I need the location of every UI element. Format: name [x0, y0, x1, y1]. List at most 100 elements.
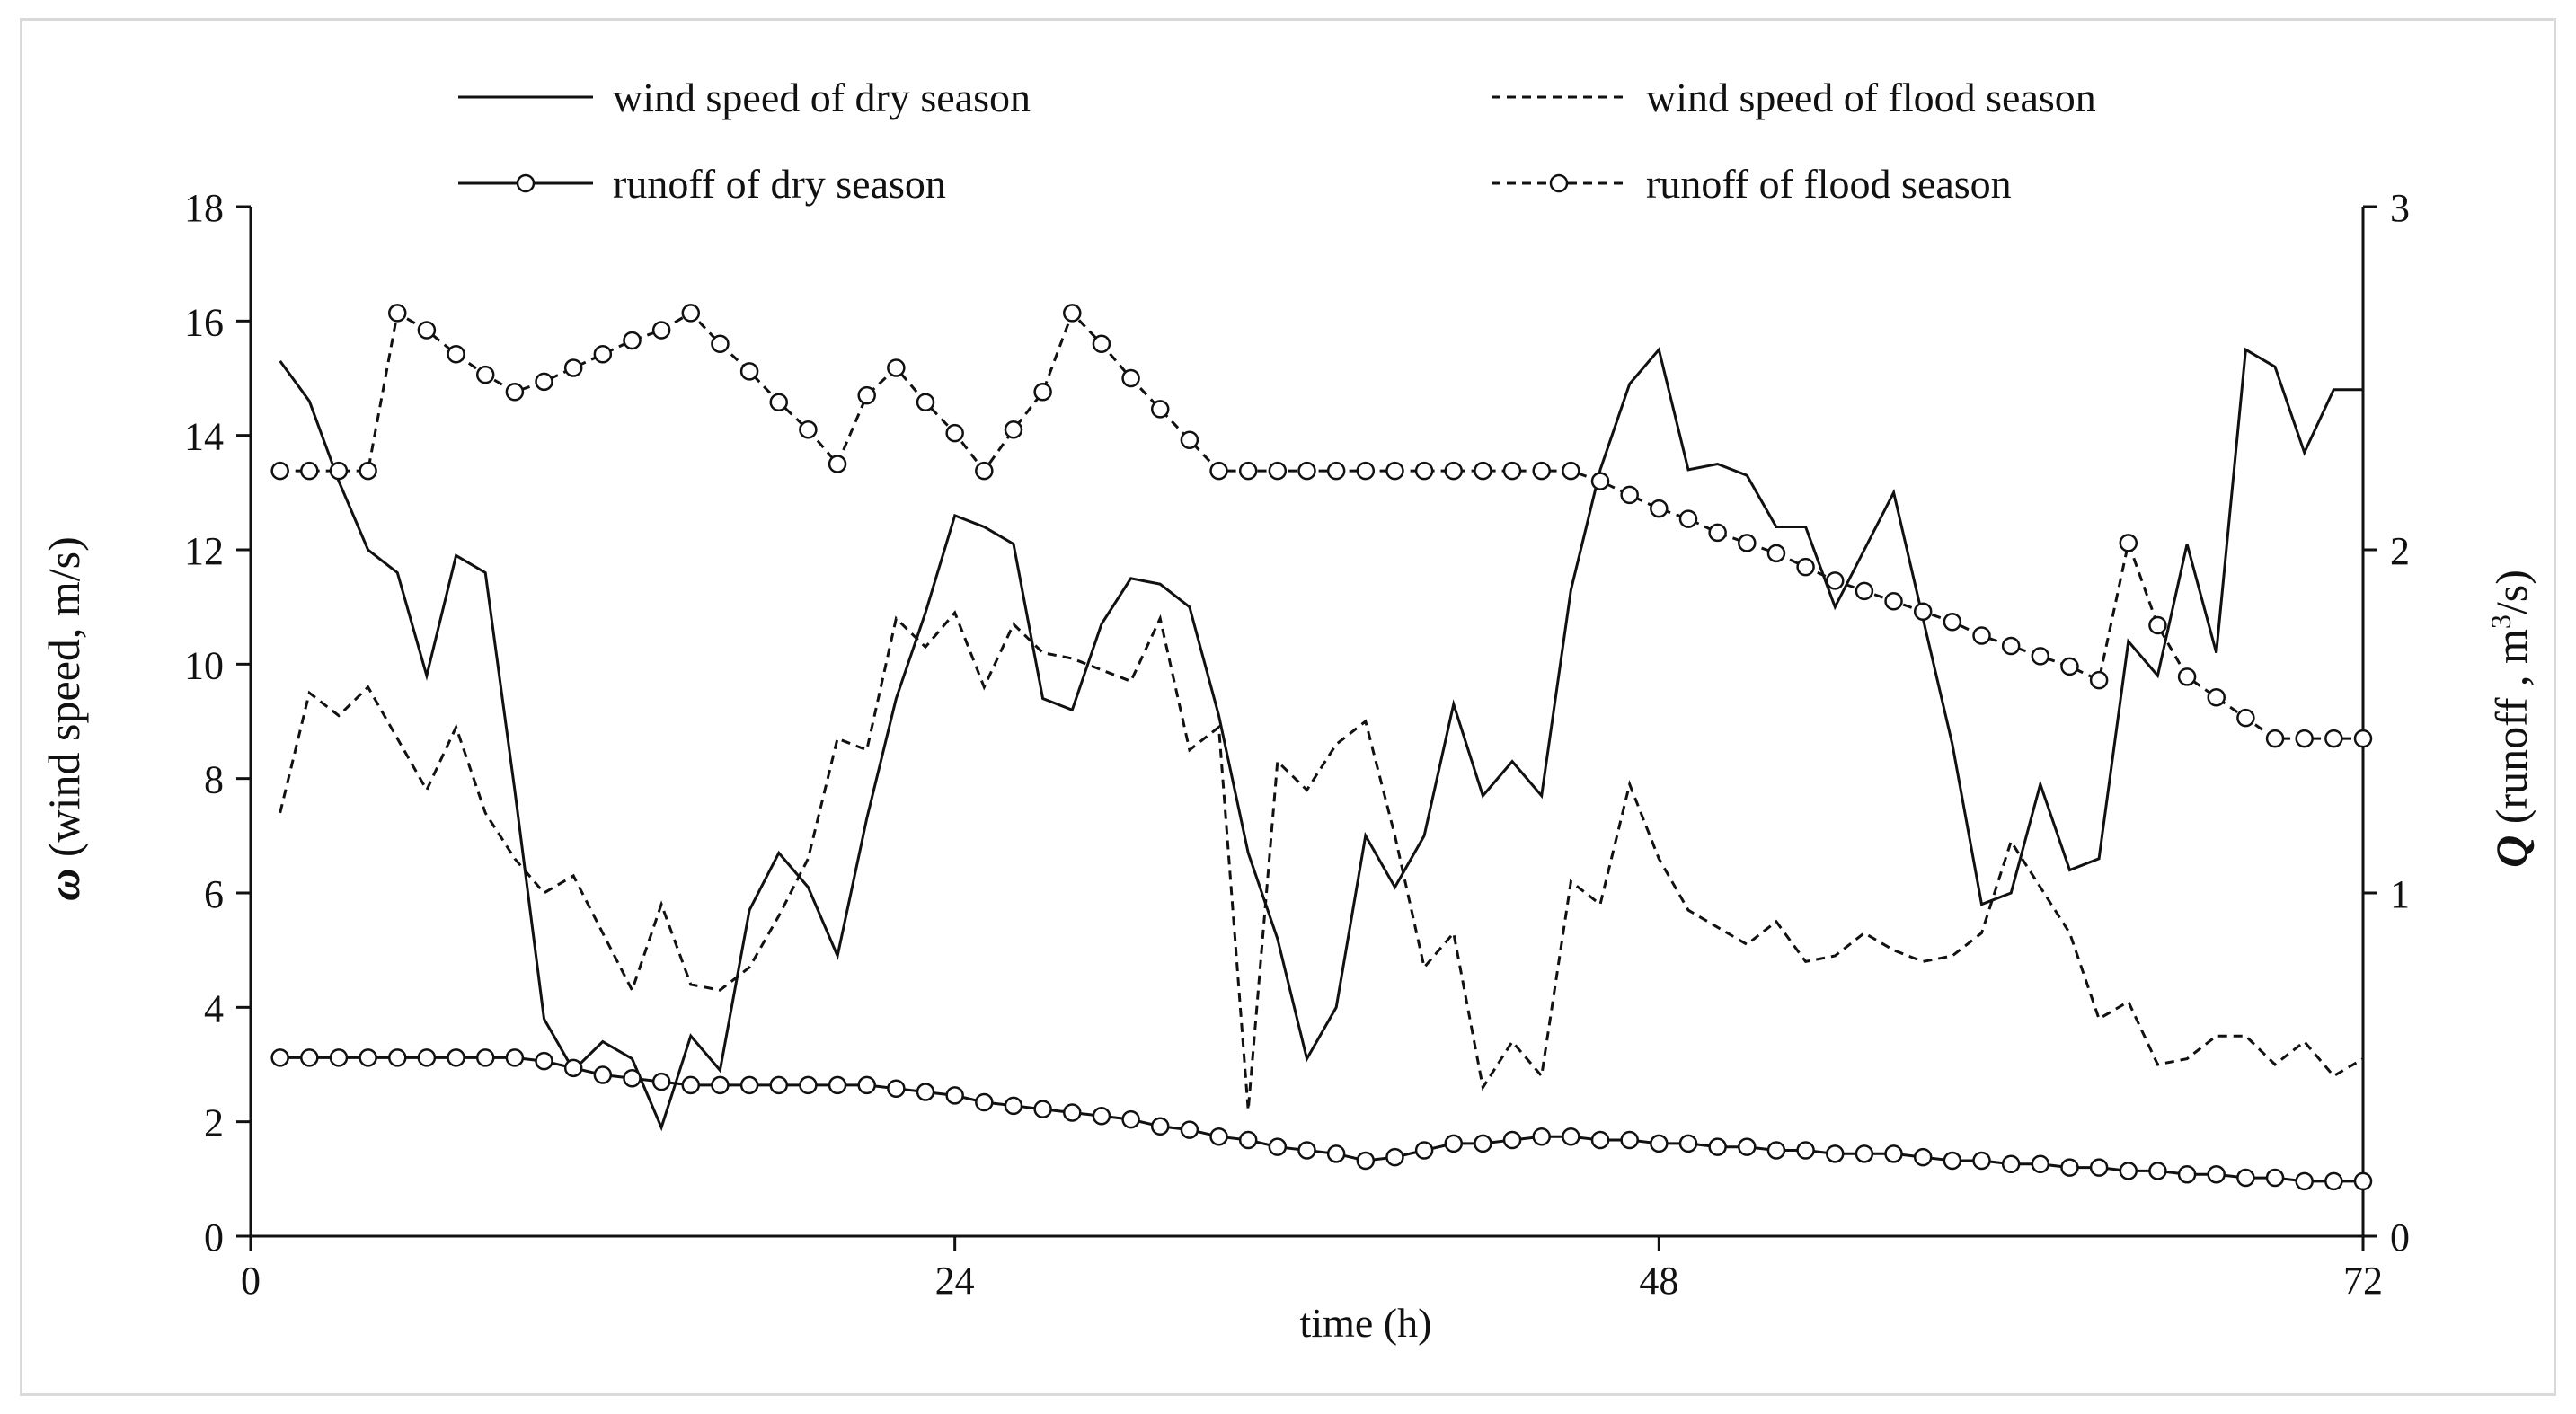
data-point	[300, 1048, 319, 1067]
data-point	[1826, 571, 1845, 590]
data-point	[1326, 1144, 1346, 1163]
data-point	[1004, 420, 1023, 439]
data-point	[2031, 647, 2050, 666]
data-point	[1943, 612, 1962, 632]
data-point	[1590, 1130, 1610, 1150]
data-point	[1180, 430, 1199, 450]
series-line	[279, 610, 2364, 1111]
data-point	[1180, 1120, 1199, 1139]
data-point	[535, 1051, 553, 1071]
data-point	[651, 1072, 671, 1091]
data-point	[1913, 602, 1933, 622]
y-right-tick-label: 2	[2390, 529, 2410, 573]
data-point	[799, 1075, 818, 1095]
data-point	[1738, 534, 1757, 552]
data-point	[1855, 581, 1874, 601]
legend-label: runoff of dry season	[613, 161, 946, 207]
series-layer	[270, 304, 2373, 1191]
data-point	[2177, 667, 2197, 686]
data-point	[1326, 461, 1346, 481]
data-point	[1033, 1100, 1052, 1118]
data-point	[2324, 1171, 2343, 1191]
data-point	[1385, 461, 1404, 481]
legend-item: wind speed of flood season	[1492, 75, 2096, 120]
data-point	[1884, 1144, 1903, 1163]
data-point	[388, 304, 407, 323]
data-point	[417, 1048, 437, 1067]
data-point	[1356, 1151, 1376, 1171]
data-point	[359, 1048, 377, 1067]
data-point	[2060, 657, 2079, 676]
data-point	[1532, 1127, 1551, 1146]
data-point	[2001, 636, 2021, 656]
y-axis-right-sup: 3	[2484, 614, 2517, 629]
data-point	[1913, 1147, 1933, 1167]
data-point	[1590, 472, 1610, 490]
data-point	[1238, 1130, 1258, 1150]
y-axis-left-symbol: ω	[39, 869, 89, 901]
y-left-tick-label: 2	[204, 1101, 224, 1145]
data-point	[1766, 544, 1786, 563]
data-point	[1678, 509, 1698, 528]
data-point	[270, 461, 289, 481]
y-axis-right-text-post: /s)	[2486, 570, 2536, 614]
data-point	[1150, 1117, 1170, 1136]
data-point	[1650, 499, 1669, 518]
y-axis-label-left: ω (wind speed, m/s)	[39, 536, 89, 901]
data-point	[329, 1048, 349, 1067]
y-axis-label-right: Q (runoff , m3/s)	[2484, 570, 2536, 868]
data-point	[2295, 729, 2314, 748]
data-point	[739, 362, 759, 381]
data-point	[593, 1065, 613, 1084]
data-point	[535, 372, 553, 392]
data-point	[799, 420, 818, 439]
x-tick-label: 24	[935, 1259, 975, 1303]
series-wind-speed-of-flood-season	[279, 610, 2364, 1111]
data-point	[475, 365, 495, 384]
x-axis-label: time (h)	[1300, 1300, 1432, 1346]
data-point	[739, 1075, 759, 1095]
data-point	[1972, 626, 1991, 645]
data-point	[563, 358, 583, 377]
data-point	[447, 345, 465, 364]
data-point	[1297, 461, 1316, 481]
data-point	[1474, 461, 1492, 481]
data-point	[1502, 1130, 1522, 1150]
y-axis-right-text-pre: (runoff , m	[2486, 629, 2536, 835]
data-point	[1796, 557, 1815, 577]
data-point	[1150, 400, 1170, 419]
data-point	[916, 1083, 935, 1101]
data-point	[1620, 1130, 1639, 1150]
data-point	[1708, 1137, 1727, 1156]
y-axis-left-text: (wind speed, m/s)	[39, 536, 89, 868]
data-point	[1063, 304, 1082, 323]
data-point	[2119, 1162, 2138, 1180]
data-point	[887, 358, 906, 377]
legend-label: wind speed of dry season	[613, 75, 1031, 120]
data-point	[623, 1069, 642, 1088]
data-point	[505, 383, 525, 402]
data-point	[1033, 383, 1052, 402]
data-point	[1562, 461, 1580, 481]
data-point	[681, 304, 701, 323]
data-point	[1209, 1127, 1228, 1146]
legend-item: runoff of dry season	[458, 161, 946, 207]
data-point	[887, 1079, 906, 1098]
data-point	[1209, 461, 1228, 481]
data-point	[505, 1048, 525, 1067]
data-point	[945, 423, 964, 443]
y-right-tick-label: 3	[2390, 186, 2410, 230]
data-point	[1004, 1096, 1023, 1116]
y-left-tick-label: 6	[204, 872, 224, 916]
data-point	[2089, 670, 2109, 690]
series-wind-speed-of-dry-season	[279, 346, 2363, 1132]
data-point	[2119, 534, 2138, 552]
data-point	[329, 461, 349, 481]
legend-item: wind speed of dry season	[458, 75, 1031, 120]
x-tick-label: 48	[1639, 1259, 1678, 1303]
y-axis-right-symbol: Q	[2486, 835, 2536, 868]
data-point	[1121, 1109, 1140, 1129]
data-point	[2148, 1162, 2167, 1180]
data-point	[1943, 1151, 1962, 1171]
